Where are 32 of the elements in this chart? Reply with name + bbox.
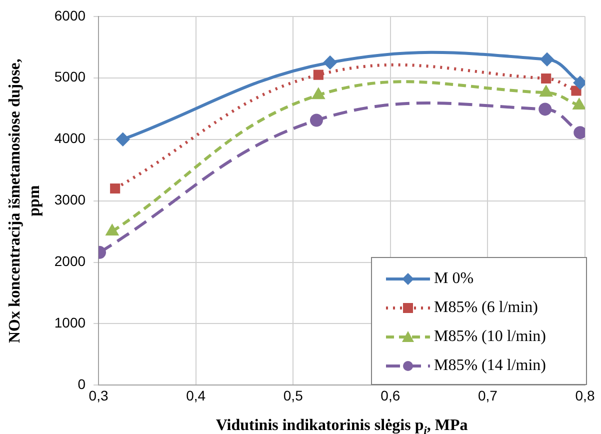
legend-label: M85% (10 l/min) bbox=[434, 328, 546, 346]
point bbox=[310, 114, 323, 127]
y-tick-label: 2000 bbox=[54, 253, 86, 270]
point bbox=[110, 183, 120, 194]
y-tick-label: 5000 bbox=[54, 68, 86, 85]
y-tick-label: 1000 bbox=[54, 314, 86, 331]
y-tick-label: 4000 bbox=[54, 130, 86, 146]
point bbox=[116, 132, 130, 146]
x-tick-label: 0,3 bbox=[88, 387, 108, 404]
point bbox=[571, 86, 582, 96]
point bbox=[573, 99, 585, 110]
point bbox=[540, 86, 552, 97]
point bbox=[574, 126, 585, 140]
point bbox=[324, 56, 337, 69]
x-tick-label: 0,7 bbox=[478, 387, 498, 404]
point bbox=[313, 70, 324, 80]
y-tick-label: 0 bbox=[78, 376, 86, 392]
point bbox=[106, 225, 118, 236]
point bbox=[541, 73, 552, 84]
y-tick-label: 6000 bbox=[54, 7, 86, 24]
legend-label: M85% (14 l/min) bbox=[434, 356, 546, 375]
legend-label: M 0% bbox=[434, 270, 474, 288]
x-tick-label: 0,4 bbox=[186, 387, 206, 404]
point bbox=[312, 88, 324, 100]
y-axis-title: NOx koncentracija išmetamosiose dujose, ppm bbox=[6, 58, 43, 344]
point bbox=[538, 102, 552, 116]
point bbox=[540, 52, 554, 66]
legend-label: M85% (6 l/min) bbox=[434, 298, 538, 317]
y-tick-label: 3000 bbox=[54, 192, 86, 208]
x-tick-label: 0,6 bbox=[380, 387, 400, 404]
x-tick-label: 0,8 bbox=[575, 387, 595, 404]
x-tick-label: 0,5 bbox=[283, 387, 304, 404]
